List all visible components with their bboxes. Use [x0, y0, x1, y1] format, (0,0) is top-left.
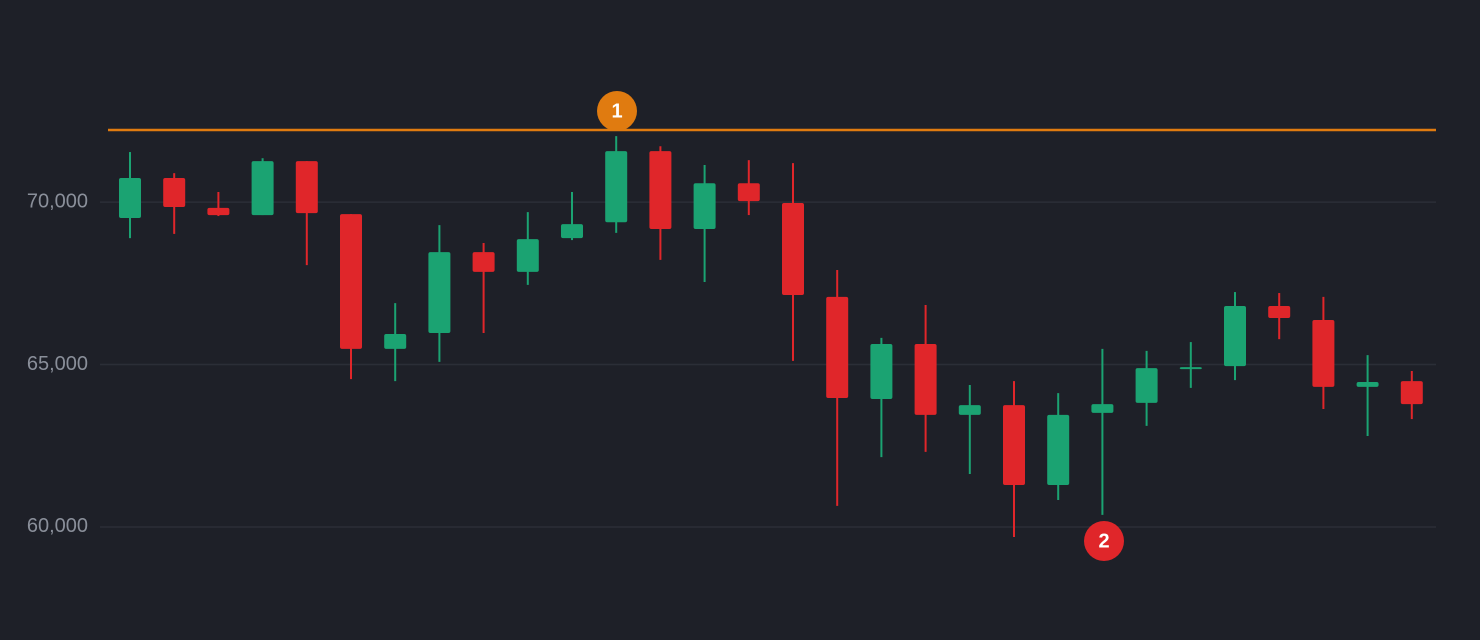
candle-body — [649, 151, 672, 230]
candle-body — [826, 296, 849, 398]
annotation-marker — [597, 91, 637, 131]
annotation-marker — [1084, 521, 1124, 561]
candle-body — [1400, 381, 1423, 405]
candle-body — [516, 239, 539, 272]
candle-body — [561, 224, 583, 239]
candle-body — [1135, 368, 1158, 403]
candle-body — [1268, 306, 1291, 319]
candle-body — [340, 214, 362, 349]
candle-body — [958, 405, 981, 415]
candle-body — [251, 161, 274, 216]
candle-body — [1356, 382, 1379, 387]
y-tick-label: 60,000 — [27, 515, 88, 537]
candle-body — [693, 183, 716, 230]
y-tick-label: 70,000 — [27, 190, 88, 212]
candle-body — [1179, 367, 1202, 370]
candle-body — [870, 344, 893, 399]
candle-body — [1003, 405, 1025, 486]
candle-body — [1091, 404, 1114, 413]
candle-body — [605, 151, 628, 223]
candle-body — [295, 161, 318, 214]
candle-body — [163, 178, 186, 207]
candle-body — [1312, 320, 1335, 387]
candle-body — [782, 203, 804, 295]
candle-body — [119, 178, 141, 218]
candle-body — [428, 252, 451, 333]
candle-body — [737, 183, 760, 202]
annotation-label: 2 — [1098, 530, 1109, 552]
candle-body — [207, 207, 230, 216]
y-tick-label: 65,000 — [27, 353, 88, 375]
annotation-label: 1 — [611, 100, 622, 122]
candle-body — [472, 252, 495, 272]
candle-body — [1047, 414, 1070, 486]
candle-body — [1224, 306, 1246, 367]
candle-body — [384, 333, 407, 349]
candle-body — [914, 344, 937, 415]
